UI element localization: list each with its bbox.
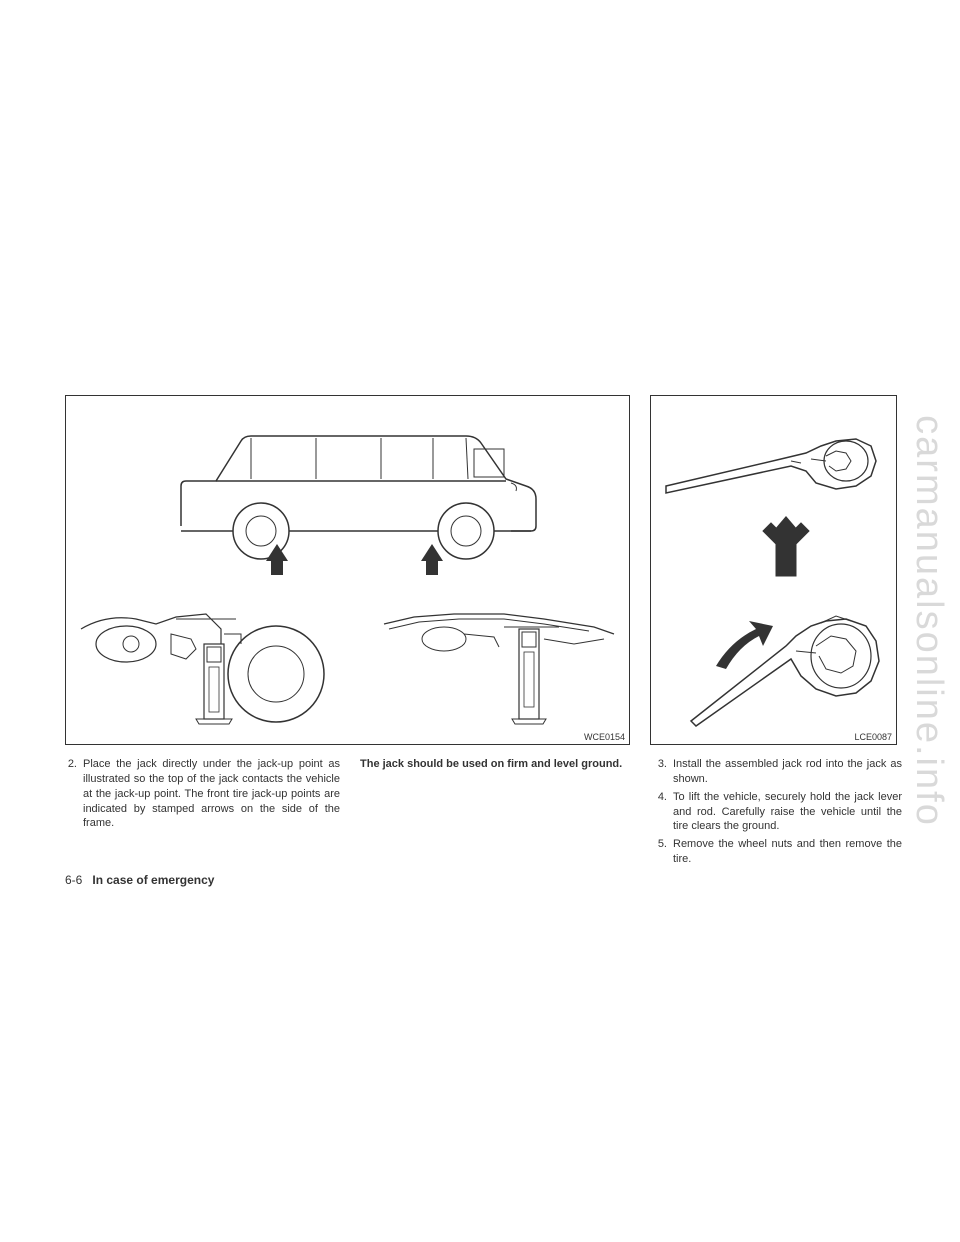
figure-jack-points: WCE0154	[65, 395, 630, 745]
figure-jack-rod: LCE0087	[650, 395, 897, 745]
page-footer: 6-6 In case of emergency	[65, 873, 214, 887]
instruction-item-4: 4. To lift the vehicle, securely hold th…	[655, 790, 902, 835]
item-text: Place the jack directly under the jack-u…	[83, 757, 340, 831]
main-content: WCE0154 LCE0	[65, 395, 905, 870]
arrow-up-icon	[421, 544, 443, 561]
figures-row: WCE0154 LCE0	[65, 395, 905, 745]
watermark-text: carmanualsonline.info	[907, 415, 950, 827]
text-columns: 2. Place the jack directly under the jac…	[65, 757, 905, 870]
section-title: In case of emergency	[92, 873, 214, 887]
page-number: 6-6	[65, 873, 82, 887]
arrow-up-icon	[266, 544, 288, 561]
column-1: 2. Place the jack directly under the jac…	[65, 757, 340, 870]
jack-rod-illustration	[661, 411, 886, 731]
item-number: 5.	[655, 837, 673, 867]
figure-code-left: WCE0154	[584, 732, 625, 742]
item-text: To lift the vehicle, securely hold the j…	[673, 790, 902, 835]
item-number: 2.	[65, 757, 83, 831]
column-3: 3. Install the assembled jack rod into t…	[655, 757, 902, 870]
column-2: The jack should be used on firm and leve…	[360, 757, 635, 870]
instruction-item-3: 3. Install the assembled jack rod into t…	[655, 757, 902, 787]
item-number: 3.	[655, 757, 673, 787]
item-number: 4.	[655, 790, 673, 835]
jack-front-detail	[76, 589, 331, 729]
item-text: Remove the wheel nuts and then remove th…	[673, 837, 902, 867]
instruction-item-2: 2. Place the jack directly under the jac…	[65, 757, 340, 831]
item-text: Install the assembled jack rod into the …	[673, 757, 902, 787]
jack-ground-note: The jack should be used on firm and leve…	[360, 757, 635, 772]
jack-rear-detail	[364, 589, 619, 729]
figure-code-right: LCE0087	[854, 732, 892, 742]
instruction-item-5: 5. Remove the wheel nuts and then remove…	[655, 837, 902, 867]
suv-illustration	[166, 411, 546, 566]
